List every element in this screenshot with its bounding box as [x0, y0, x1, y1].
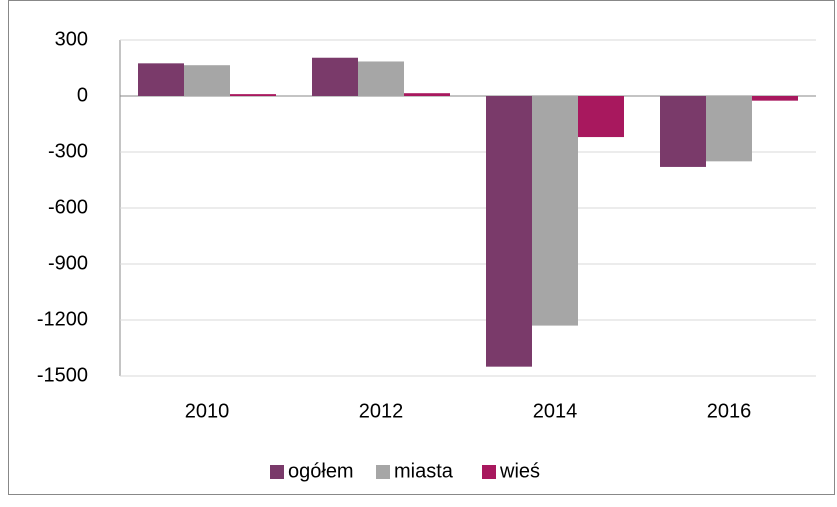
y-tick-label: -1500: [37, 364, 88, 386]
x-tick-label: 2016: [707, 400, 752, 422]
bar: [660, 96, 706, 167]
bar: [706, 96, 752, 162]
legend-label: miasta: [394, 460, 454, 482]
legend-swatch: [376, 465, 390, 479]
bar: [578, 96, 624, 138]
bar: [230, 94, 276, 96]
y-tick-label: -900: [48, 252, 88, 274]
bar: [312, 57, 358, 96]
bar: [358, 61, 404, 96]
y-tick-label: -600: [48, 196, 88, 218]
legend-label: ogółem: [288, 460, 354, 482]
y-tick-label: 0: [77, 84, 88, 106]
legend-swatch: [482, 465, 496, 479]
bar: [184, 65, 230, 96]
bar: [404, 93, 450, 96]
x-tick-label: 2010: [185, 400, 230, 422]
legend-label: wieś: [499, 460, 540, 482]
x-tick-label: 2014: [533, 400, 578, 422]
bar: [532, 96, 578, 326]
y-tick-label: -300: [48, 140, 88, 162]
y-tick-label: -1200: [37, 308, 88, 330]
bar: [752, 96, 798, 101]
bar: [138, 63, 184, 96]
bar: [486, 96, 532, 367]
legend-swatch: [270, 465, 284, 479]
x-tick-label: 2012: [359, 400, 404, 422]
y-tick-label: 300: [55, 28, 88, 50]
